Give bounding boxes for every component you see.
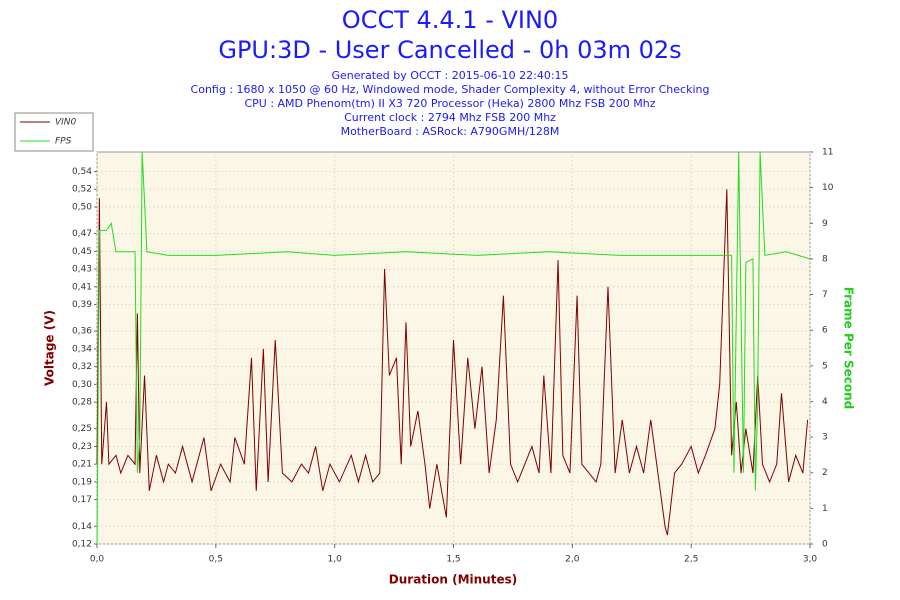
y2-tick-label: 10: [822, 183, 834, 193]
y-tick-label: 0,17: [72, 495, 92, 505]
y2-tick-label: 0: [822, 540, 828, 550]
x-tick-label: 0,5: [209, 555, 223, 565]
y2-tick-label: 11: [822, 148, 833, 158]
y-tick-label: 0,32: [72, 362, 92, 372]
y-tick-label: 0,52: [72, 185, 92, 195]
chart-subtitle: GPU:3D - User Cancelled - 0h 03m 02s: [218, 36, 681, 64]
info-line: CPU : AMD Phenom(tm) II X3 720 Processor…: [244, 97, 655, 110]
x-tick-label: 2,0: [565, 555, 580, 565]
info-line: MotherBoard : ASRock: A790GMH/128M: [341, 125, 560, 138]
y-tick-label: 0,34: [72, 344, 92, 354]
y2-tick-label: 4: [822, 397, 828, 407]
y-tick-label: 0,25: [72, 424, 92, 434]
y-tick-label: 0,21: [72, 460, 92, 470]
x-axis-label: Duration (Minutes): [389, 573, 517, 587]
y2-tick-label: 3: [822, 433, 828, 443]
x-tick-label: 2,5: [684, 555, 698, 565]
x-tick-label: 1,0: [328, 555, 343, 565]
x-tick-label: 3,0: [803, 555, 818, 565]
series-line: [96, 151, 811, 545]
y2-tick-label: 9: [822, 219, 828, 229]
y-tick-label: 0,50: [72, 202, 92, 212]
y2-axis-label: Frame Per Second: [842, 287, 856, 410]
y-tick-label: 0,28: [72, 398, 92, 408]
y2-tick-label: 6: [822, 326, 828, 336]
y2-tick-label: 7: [822, 290, 828, 300]
y-tick-label: 0,41: [72, 282, 92, 292]
x-tick-label: 1,5: [446, 555, 460, 565]
y-tick-label: 0,47: [72, 229, 92, 239]
y-tick-label: 0,30: [72, 380, 92, 390]
y-tick-label: 0,45: [72, 247, 92, 257]
y-tick-label: 0,36: [72, 327, 92, 337]
chart-title: OCCT 4.4.1 - VIN0: [342, 6, 558, 34]
y-tick-label: 0,14: [72, 522, 92, 532]
y-tick-label: 0,12: [72, 540, 92, 550]
legend-label: VIN0: [55, 118, 77, 128]
y-tick-label: 0,19: [72, 477, 92, 487]
y-tick-label: 0,54: [72, 167, 92, 177]
y2-tick-label: 8: [822, 254, 828, 264]
y-tick-label: 0,23: [72, 442, 92, 452]
series-line: [96, 189, 809, 536]
y2-tick-label: 5: [822, 361, 828, 371]
y2-tick-label: 1: [822, 504, 828, 514]
y-tick-label: 0,39: [72, 300, 92, 310]
info-line: Current clock : 2794 Mhz FSB 200 Mhz: [344, 111, 556, 124]
y2-tick-label: 2: [822, 468, 828, 478]
y-axis-label: Voltage (V): [43, 310, 57, 386]
info-line: Generated by OCCT : 2015-06-10 22:40:15: [331, 69, 568, 82]
x-tick-label: 0,0: [90, 555, 105, 565]
y-tick-label: 0,43: [72, 265, 92, 275]
info-line: Config : 1680 x 1050 @ 60 Hz, Windowed m…: [191, 83, 710, 96]
legend: [14, 112, 94, 152]
legend-label: FPS: [55, 137, 72, 147]
